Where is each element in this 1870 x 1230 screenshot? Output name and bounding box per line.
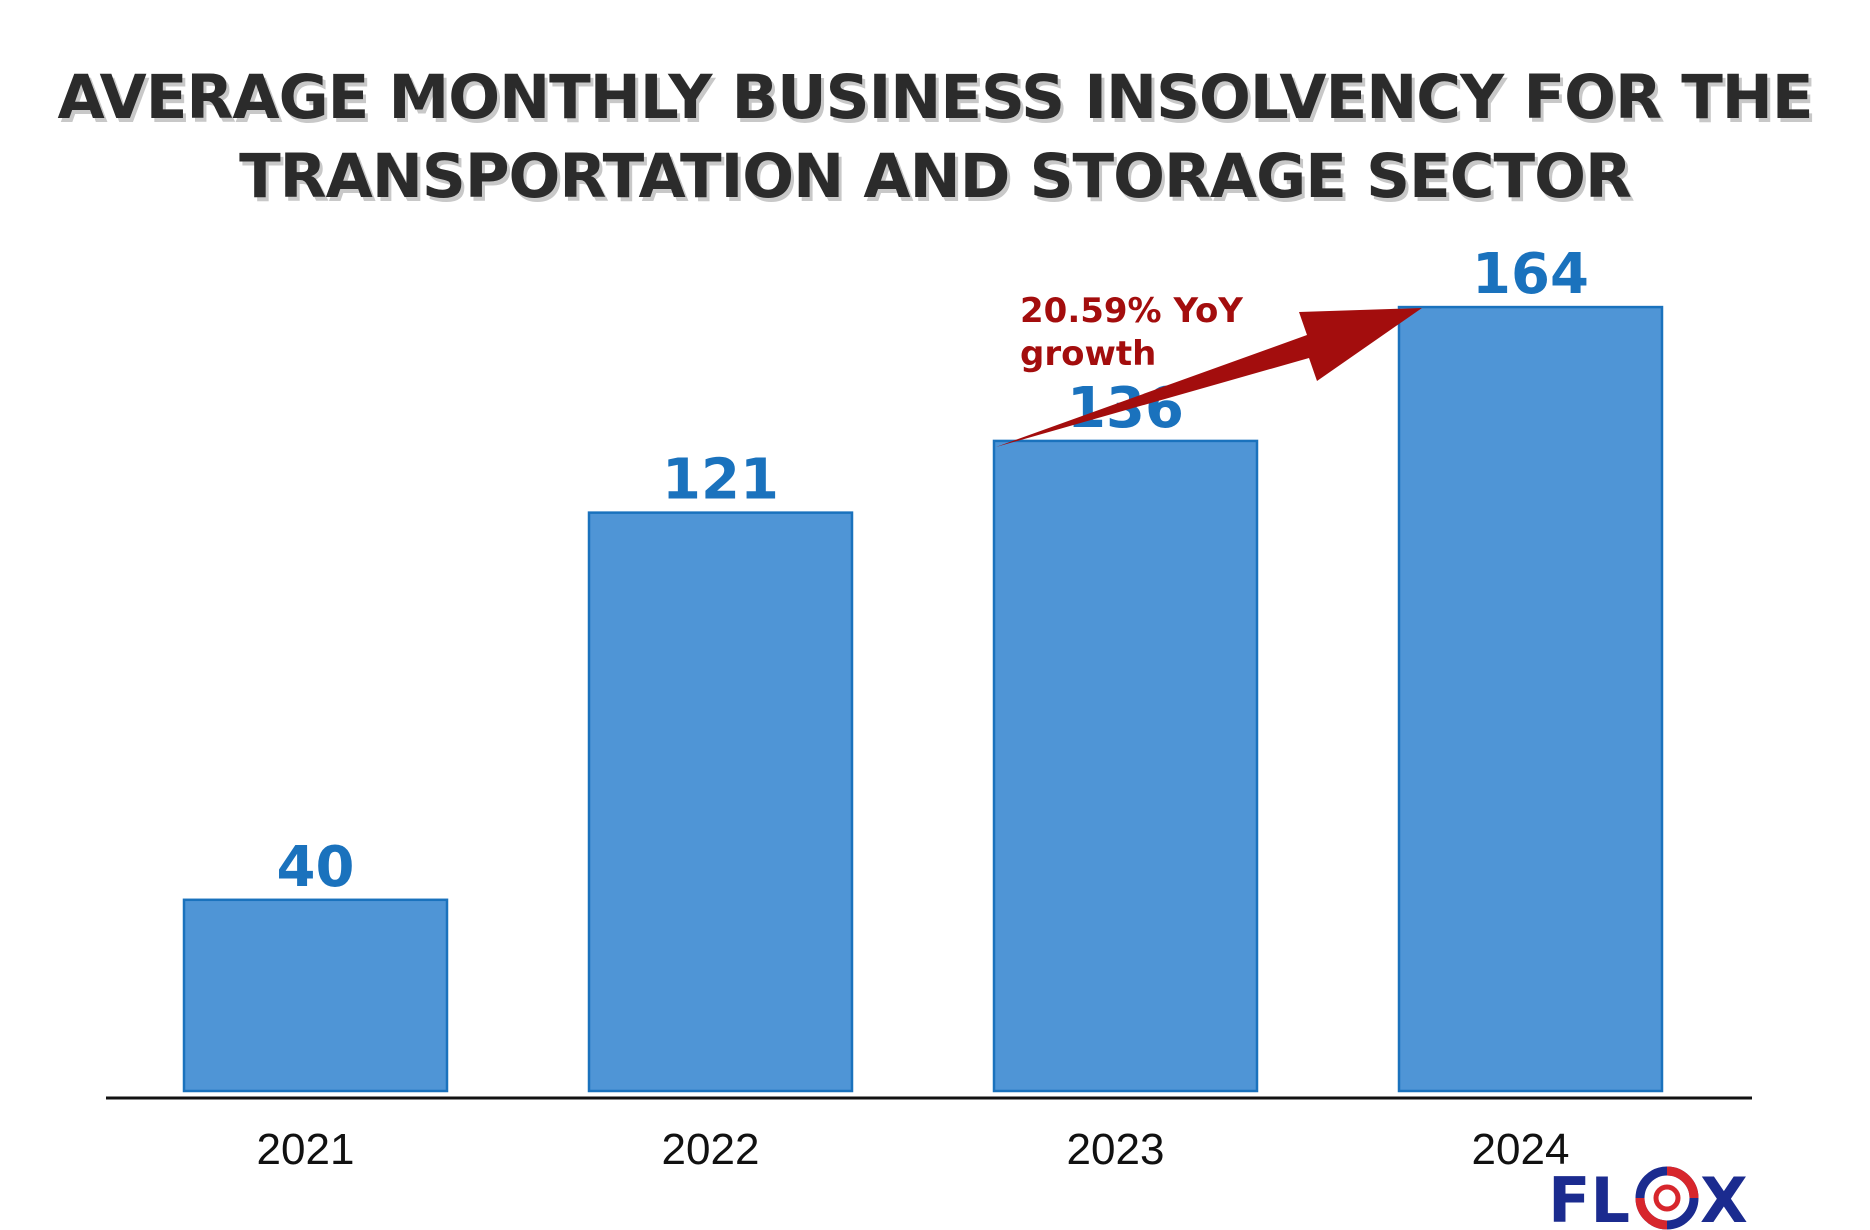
x-tick-label-2024: 2024 xyxy=(1472,1125,1570,1174)
x-tick-labels: 2021 2022 2023 2024 xyxy=(257,1125,1570,1174)
bar-group xyxy=(182,305,1664,1093)
bar-2021 xyxy=(182,898,449,1093)
chart-title: AVERAGE MONTHLY BUSINESS INSOLVENCY FOR … xyxy=(0,58,1870,216)
x-tick-label-2023: 2023 xyxy=(1067,1125,1165,1174)
bar-2023 xyxy=(992,439,1259,1093)
data-labels: 40121136164 xyxy=(277,242,1589,900)
logo-text-left: FL xyxy=(1548,1164,1630,1230)
data-label-2024: 164 xyxy=(1472,242,1589,307)
bar-2022 xyxy=(587,511,854,1093)
data-label-2021: 40 xyxy=(277,835,355,900)
growth-arrow-icon xyxy=(996,308,1422,447)
growth-annotation: 20.59% YoY growth xyxy=(996,291,1422,447)
bar-2024 xyxy=(1397,305,1664,1093)
x-tick-label-2022: 2022 xyxy=(662,1125,760,1174)
x-tick-label-2021: 2021 xyxy=(257,1125,355,1174)
data-label-2022: 121 xyxy=(662,448,779,513)
logo-text-right: X xyxy=(1700,1164,1748,1230)
growth-annotation-line-2: growth xyxy=(1020,334,1156,374)
growth-annotation-line-1: 20.59% YoY xyxy=(1020,291,1243,331)
target-ring-icon xyxy=(1635,1166,1699,1230)
chart-title-line-2: TRANSPORTATION AND STORAGE SECTOR xyxy=(239,141,1632,212)
chart-title-line-1: AVERAGE MONTHLY BUSINESS INSOLVENCY FOR … xyxy=(57,62,1813,133)
flox-logo: FL X xyxy=(1548,1164,1748,1230)
